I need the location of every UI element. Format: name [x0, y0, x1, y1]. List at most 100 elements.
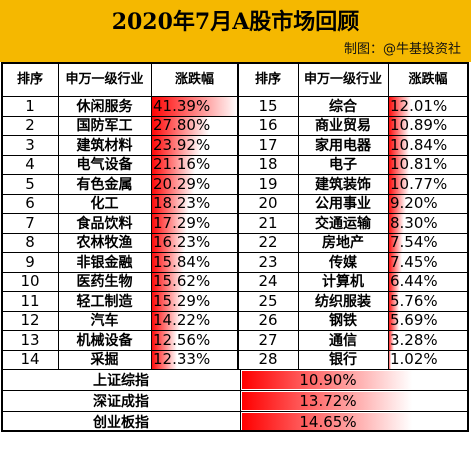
change-cell-bar	[151, 115, 210, 135]
change-cell: 18.23%	[151, 193, 238, 213]
change-cell-label: 7.54%	[390, 233, 438, 252]
change-cell: 23.92%	[151, 135, 238, 155]
index-change: 14.65%	[242, 413, 412, 431]
change-cell-label: 27.80%	[153, 116, 211, 135]
index-change-label: 10.90%	[299, 371, 357, 389]
grid-line	[467, 369, 469, 432]
rank-cell: 15	[258, 96, 278, 115]
change-cell: 14.22%	[151, 310, 238, 330]
industry-cell: 商业贸易	[315, 118, 371, 135]
industry-cell: 钢铁	[329, 313, 357, 330]
change-cell-label: 15.29%	[153, 291, 211, 310]
rank-cell: 3	[25, 135, 35, 154]
grid-line	[298, 62, 299, 369]
change-cell-label: 23.92%	[153, 135, 211, 154]
change-cell-bar	[388, 154, 409, 174]
industry-cell: 机械设备	[76, 332, 133, 349]
index-name: 创业板指	[93, 414, 149, 431]
change-cell-bar	[151, 154, 196, 174]
change-cell: 27.80%	[151, 115, 238, 135]
rank-header: 排序	[16, 71, 43, 87]
change-cell: 8.30%	[388, 213, 468, 233]
industry-header: 申万一级行业	[303, 71, 382, 87]
grid-line	[1, 174, 469, 175]
grid-line	[1, 430, 469, 432]
industry-cell: 有色金属	[76, 176, 133, 193]
change-cell-bar	[388, 252, 403, 272]
grid-line	[1, 369, 3, 432]
rank-cell: 5	[25, 174, 35, 193]
title-banner	[0, 0, 471, 62]
change-cell-bar	[388, 115, 410, 135]
change-cell-bar	[388, 135, 409, 155]
credit-text: 制图：@牛基投资社	[343, 42, 461, 57]
change-cell: 21.16%	[151, 154, 238, 174]
index-change-label: 14.65%	[299, 413, 357, 431]
change-cell-label: 10.77%	[390, 174, 448, 193]
grid-line	[1, 96, 469, 97]
change-cell-bar	[388, 349, 392, 369]
change-cell-label: 16.23%	[153, 233, 211, 252]
change-cell-bar	[151, 349, 177, 369]
rank-cell: 21	[258, 213, 278, 232]
rank-cell: 18	[258, 155, 278, 174]
rank-cell: 27	[258, 330, 278, 349]
industry-cell: 国防军工	[76, 118, 133, 135]
grid-line	[1, 349, 469, 351]
grid-line	[1, 213, 469, 214]
rank-cell: 1	[25, 96, 35, 115]
change-cell-bar	[151, 310, 181, 330]
change-cell: 15.29%	[151, 291, 238, 311]
industry-cell: 建筑装饰	[315, 176, 371, 193]
change-cell-label: 10.84%	[390, 135, 448, 154]
industry-cell: 房地产	[322, 235, 364, 252]
industry-cell: 非银金融	[76, 254, 133, 271]
industry-cell: 农林牧渔	[76, 235, 133, 252]
change-cell: 10.77%	[388, 174, 468, 194]
rank-cell: 19	[258, 174, 278, 193]
grid-line	[1, 310, 469, 312]
change-cell: 1.02%	[388, 349, 468, 369]
rank-cell: 13	[20, 330, 40, 349]
grid-line	[1, 193, 469, 195]
grid-line	[1, 390, 469, 391]
change-cell: 17.29%	[151, 213, 238, 233]
change-cell-label: 9.20%	[390, 194, 438, 213]
index-name: 上证综指	[93, 372, 149, 389]
grid-line	[1, 271, 469, 273]
rank-cell: 11	[20, 291, 40, 310]
change-cell: 5.69%	[388, 310, 468, 330]
change-cell: 10.84%	[388, 135, 468, 155]
grid-line	[240, 369, 241, 432]
grid-line	[151, 62, 152, 369]
rank-cell: 12	[20, 311, 40, 330]
index-change-bar	[242, 392, 412, 410]
index-change-bar	[242, 413, 412, 431]
change-cell-label: 5.69%	[390, 311, 438, 330]
change-cell-label: 5.76%	[390, 291, 438, 310]
change-cell: 41.39%	[151, 96, 238, 116]
change-cell: 15.84%	[151, 252, 238, 272]
rank-cell: 20	[258, 194, 278, 213]
change-cell: 7.54%	[388, 232, 468, 252]
industry-cell: 交通运输	[315, 215, 371, 232]
industry-cell: 建筑材料	[76, 137, 133, 154]
grid-line	[1, 135, 469, 136]
change-cell-label: 15.84%	[153, 252, 211, 271]
change-cell: 12.56%	[151, 330, 238, 350]
grid-line	[1, 369, 469, 370]
change-cell-label: 10.81%	[390, 155, 448, 174]
grid-line	[1, 154, 469, 156]
index-change: 13.72%	[242, 392, 412, 410]
change-cell-bar	[388, 174, 409, 194]
change-cell: 20.29%	[151, 174, 238, 194]
grid-line	[1, 291, 469, 292]
index-change: 10.90%	[242, 371, 412, 389]
rank-cell: 14	[20, 350, 40, 369]
rank-cell: 9	[25, 252, 35, 271]
industry-cell: 休闲服务	[76, 98, 133, 115]
industry-cell: 传媒	[329, 254, 357, 271]
change-cell: 3.28%	[388, 330, 468, 350]
grid-line	[1, 115, 469, 117]
